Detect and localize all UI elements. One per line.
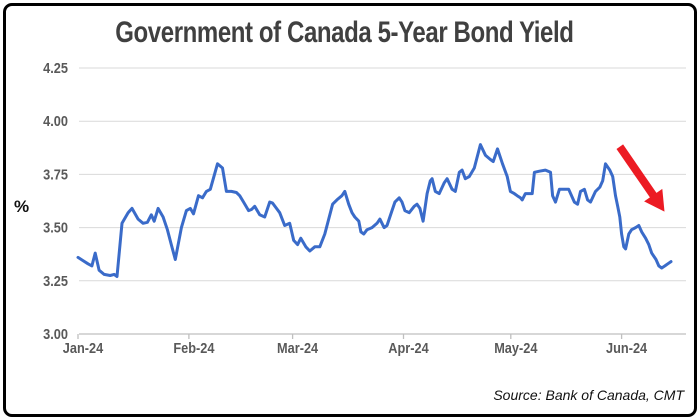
yield-line [76, 143, 673, 278]
y-tick-label: 3.50 [43, 220, 68, 236]
y-axis-unit-label: % [14, 197, 30, 216]
chart-title: Government of Canada 5-Year Bond Yield [0, 16, 688, 50]
source-credit: Source: Bank of Canada, CMT [493, 387, 684, 403]
chart-title-text: Government of Canada 5-Year Bond Yield [114, 16, 574, 49]
y-tick-label: 3.00 [43, 326, 68, 342]
x-tick-label: Feb-24 [173, 340, 214, 356]
x-tick-label: Jan-24 [63, 340, 104, 356]
trend-arrow-head [644, 188, 665, 212]
x-tick-label: Mar-24 [277, 340, 318, 356]
y-tick-label: 4.00 [43, 113, 68, 129]
x-tick-label: Apr-24 [388, 340, 429, 356]
y-tick-label: 3.75 [43, 167, 68, 183]
y-tick-label: 4.25 [43, 60, 68, 76]
trend-arrow-shaft [616, 144, 659, 201]
x-tick-label: Jun-24 [606, 340, 647, 356]
y-tick-label: 3.25 [43, 273, 68, 289]
x-tick-label: May-24 [494, 340, 538, 356]
